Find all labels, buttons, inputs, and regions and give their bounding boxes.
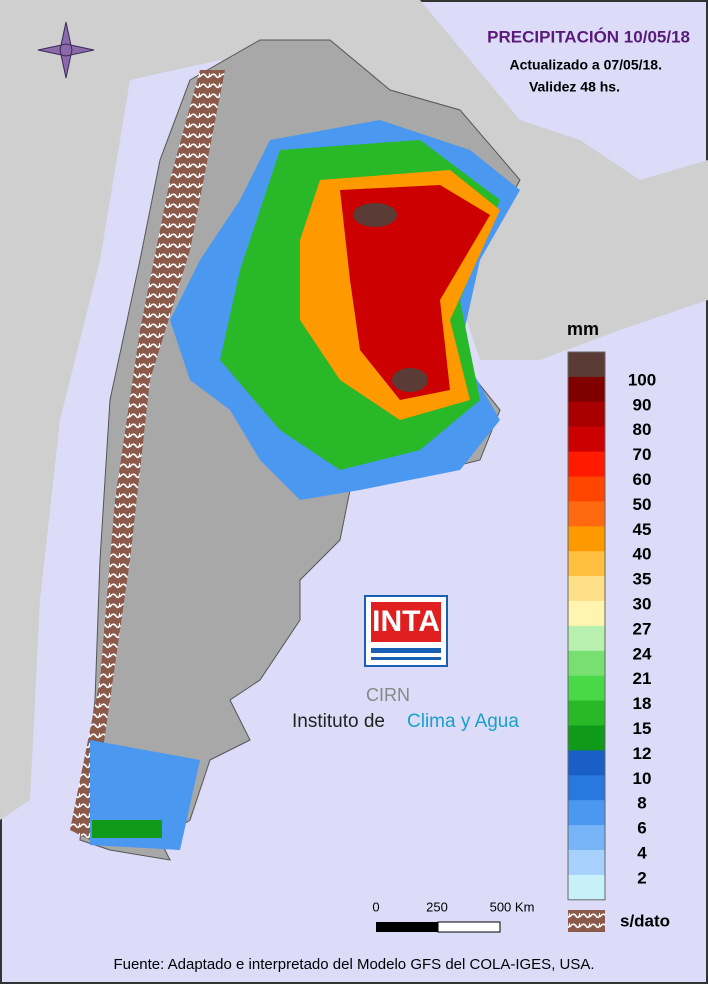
legend-swatch [568,850,605,876]
legend-swatch [568,476,605,502]
legend-label: 4 [637,843,647,862]
legend-swatch [568,376,605,403]
legend-label: 2 [637,868,646,887]
logo-stripe [371,648,441,653]
legend-label: 10 [633,769,652,788]
rain-area [353,203,397,227]
logo-center: CIRN [366,685,410,705]
scale-label: 250 [426,899,448,914]
legend-label: 21 [633,669,652,688]
legend-label: 80 [633,420,652,439]
legend-label: 8 [637,794,646,813]
legend-label: 18 [633,694,652,713]
legend-label: 60 [633,470,652,489]
scale-bar [437,921,501,933]
legend-label: 70 [633,445,652,464]
legend-swatch [568,526,605,552]
legend-swatch [568,675,605,702]
logo-red [371,602,441,642]
legend-label: 40 [633,545,652,564]
legend-swatch [568,576,605,602]
legend-label: 24 [633,644,652,663]
rain-area [340,185,490,400]
logo-stripe [371,657,441,660]
scale-bar [376,922,438,932]
neighbours [0,0,708,820]
legend-swatch [568,451,605,477]
legend-frame [567,351,606,901]
institute-a: Instituto de [292,711,385,732]
no-data-area [70,70,225,840]
legend: 100 90 80 70 60 50 45 40 35 30 27 24 21 18 15 12 10 8 6 4 2 [567,351,656,901]
legend-swatch [568,775,605,801]
legend-swatch [568,750,605,776]
legend-label: 27 [633,619,652,638]
footer-bg [10,950,698,978]
compass [37,21,95,79]
no-data-swatch [568,910,605,932]
legend-swatch [568,352,605,378]
title: PRECIPITACIÓN 10/05/18 [487,27,690,46]
legend-label: 45 [633,520,652,539]
scale-label: 0 [372,899,379,914]
institute-b: Clima y Agua [407,711,519,732]
legend-swatch [568,501,605,527]
updated: Actualizado a 07/05/18. [509,57,662,73]
legend-swatch [568,650,605,677]
legend-label: 15 [633,719,652,738]
legend-swatch [568,825,605,851]
source: Fuente: Adaptado e interpretado del Mode… [113,956,594,973]
legend-swatch [568,625,605,652]
legend-swatch [568,800,605,826]
legend-swatch [568,601,605,627]
legend-swatch [568,874,605,901]
rain-area [392,368,428,392]
legend-unit: mm [567,319,599,339]
legend-swatch [568,700,605,726]
validity: Validez 48 hs. [529,79,620,95]
legend-swatch [568,401,605,428]
legend-label: 30 [633,594,652,613]
legend-label: 50 [633,495,652,514]
legend-label: 100 [628,370,656,389]
legend-swatch [568,426,605,453]
logo-brand: INTA [372,605,440,638]
no-data-label: s/dato [620,911,670,930]
legend-label: 35 [633,570,652,589]
legend-label: 90 [633,395,652,414]
legend-swatch [568,551,605,577]
legend-swatch [568,725,605,751]
legend-label: 12 [633,744,652,763]
scale-label: 500 Km [490,899,535,914]
legend-label: 6 [637,819,646,838]
rain-area [92,820,162,838]
